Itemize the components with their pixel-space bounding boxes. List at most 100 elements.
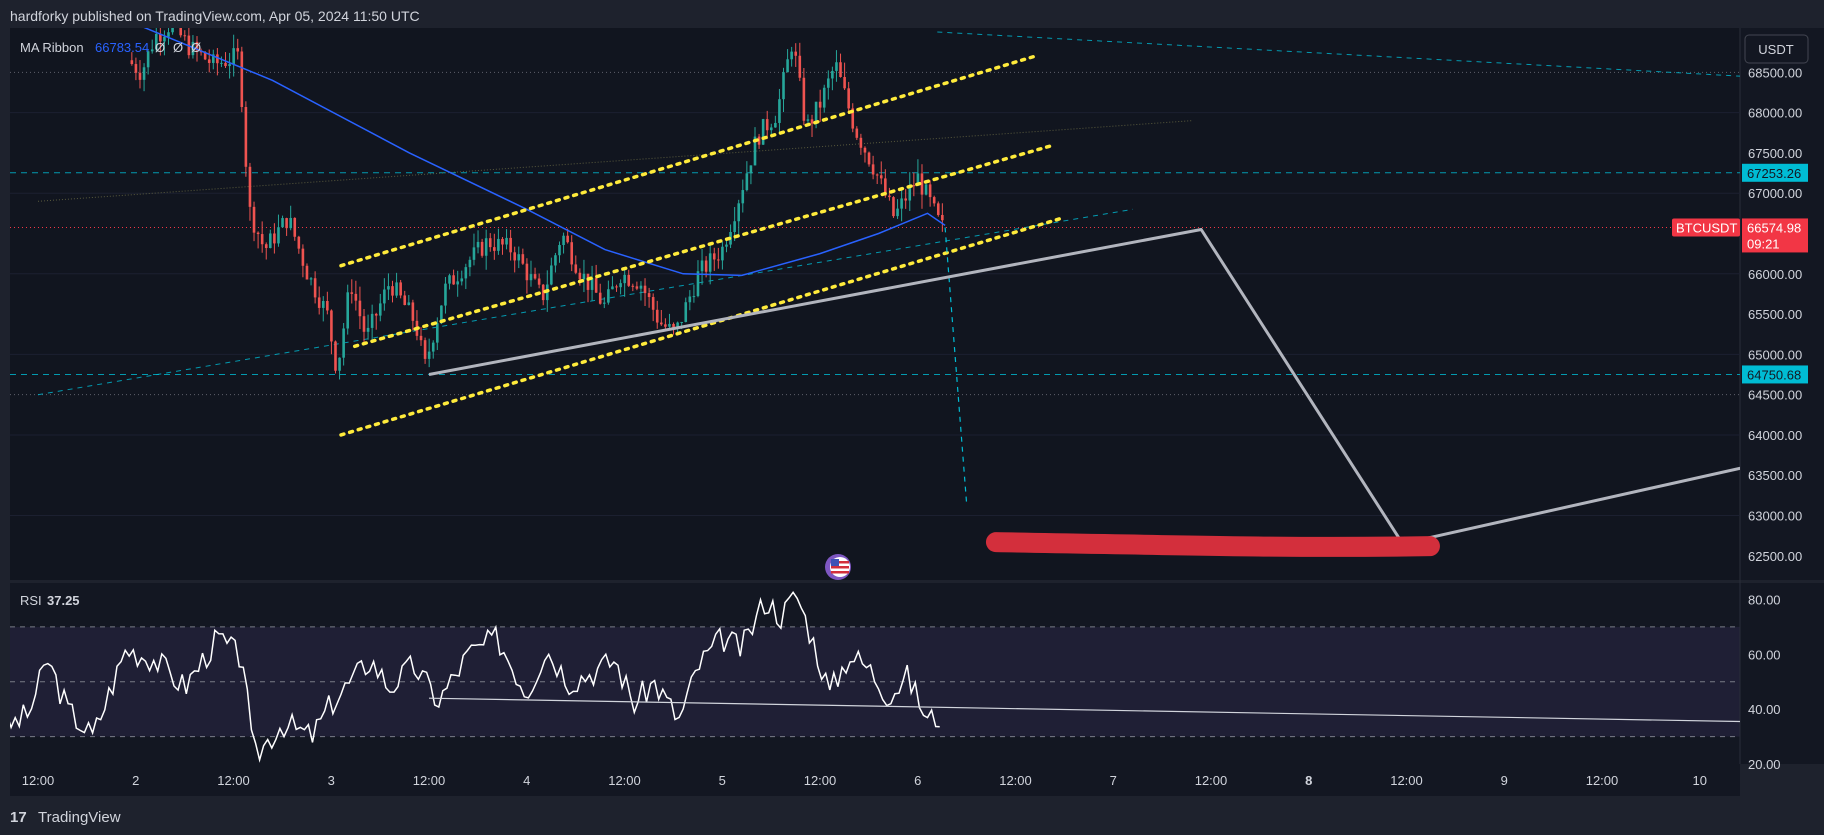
candle-body <box>334 341 337 371</box>
candle-body <box>456 281 459 285</box>
candle-body <box>163 36 166 42</box>
trend-line <box>937 31 1740 77</box>
candle-body <box>712 253 716 260</box>
candle-body <box>936 203 940 215</box>
price-tick-label: 63000.00 <box>1748 509 1802 524</box>
candle-body <box>558 245 561 256</box>
candle-body <box>586 273 590 290</box>
candle-body <box>350 292 354 294</box>
candle-body <box>346 292 350 329</box>
candle-body <box>374 313 378 316</box>
rsi-legend-name: RSI <box>20 593 42 608</box>
price-axis-bg <box>1740 28 1824 580</box>
ma-legend[interactable]: MA Ribbon 66783.54 Ø Ø Ø <box>20 40 201 55</box>
candle-body <box>696 271 700 297</box>
time-tick-label: 5 <box>719 773 726 788</box>
candle-body <box>598 292 602 304</box>
price-tick-label: 63500.00 <box>1748 468 1802 483</box>
main-plot <box>10 28 1740 557</box>
candle-body <box>941 214 944 221</box>
time-tick-label: 12:00 <box>413 773 446 788</box>
candle-body <box>228 64 231 67</box>
candle-body <box>892 197 895 217</box>
candle-body <box>831 70 834 79</box>
time-tick-label: 12:00 <box>1195 773 1228 788</box>
candle-body <box>651 297 655 310</box>
candle-body <box>590 278 594 290</box>
candle-body <box>203 52 207 60</box>
candle-body <box>313 278 317 298</box>
candle-body <box>240 51 244 108</box>
candle-body <box>802 77 806 121</box>
ma-legend-extra-3: Ø <box>191 40 201 55</box>
candle-body <box>509 237 512 253</box>
candle-body <box>476 241 480 248</box>
candle-body <box>326 301 329 311</box>
candle-body <box>207 59 211 63</box>
candle-body <box>786 59 789 73</box>
time-tick-label: 12:00 <box>1390 773 1423 788</box>
candle-body <box>472 247 476 260</box>
rsi-legend-value: 37.25 <box>47 593 80 608</box>
candle-body <box>867 152 871 165</box>
candle-body <box>183 35 187 37</box>
candle-body <box>733 221 736 232</box>
candle-body <box>904 198 907 201</box>
candle-body <box>154 33 158 50</box>
candle-body <box>232 48 235 65</box>
candle-body <box>782 72 785 100</box>
candle-body <box>236 48 240 52</box>
currency-button[interactable]: USDT <box>1744 34 1809 64</box>
candle-body <box>171 28 174 33</box>
time-tick-label: 4 <box>523 773 530 788</box>
candle-body <box>399 282 402 296</box>
candle-body <box>879 175 883 179</box>
price-tick-label: 64000.00 <box>1748 428 1802 443</box>
candle-body <box>216 54 219 64</box>
candle-body <box>525 263 529 281</box>
candle-body <box>798 55 802 78</box>
candle-body <box>277 227 280 244</box>
candle-body <box>660 322 663 325</box>
price-tick-label: 68500.00 <box>1748 65 1802 80</box>
candle-body <box>664 324 667 327</box>
time-tick-label: 12:00 <box>608 773 641 788</box>
candle-body <box>391 286 394 296</box>
candle-body <box>912 185 916 187</box>
candle-body <box>582 273 586 280</box>
candle-body <box>484 238 488 256</box>
candle-body <box>635 286 639 289</box>
candle-body <box>423 340 427 359</box>
time-tick-label: 9 <box>1501 773 1508 788</box>
us-flag-event-icon[interactable] <box>825 554 851 580</box>
candle-body <box>639 285 643 289</box>
candle-body <box>342 328 345 358</box>
candle-body <box>134 64 138 73</box>
channel-line <box>352 143 1057 349</box>
candle-body <box>814 101 818 124</box>
channel-line <box>339 215 1067 437</box>
countdown-label: 09:21 <box>1747 236 1780 251</box>
candle-body <box>741 190 745 204</box>
candle-body <box>761 119 765 145</box>
candle-body <box>668 323 671 327</box>
tradingview-logo-icon[interactable]: 17 <box>10 809 27 826</box>
tradingview-wordmark[interactable]: TradingView <box>38 809 121 826</box>
time-tick-label: 12:00 <box>999 773 1032 788</box>
candle-body <box>248 166 252 207</box>
rsi-trend-line <box>428 697 1740 723</box>
rsi-legend[interactable]: RSI 37.25 <box>20 593 80 608</box>
candle-body <box>436 323 439 343</box>
candle-body <box>859 137 863 148</box>
candle-body <box>806 119 810 121</box>
price-tick-label: 67000.00 <box>1748 186 1802 201</box>
candle-body <box>321 301 325 308</box>
candle-body <box>460 278 464 282</box>
candle-body <box>607 289 610 303</box>
ma-ribbon-line <box>143 28 946 277</box>
candle-body <box>745 173 749 191</box>
time-tick-label: 6 <box>914 773 921 788</box>
last-price-badge <box>1742 218 1808 253</box>
candle-body <box>167 32 170 37</box>
